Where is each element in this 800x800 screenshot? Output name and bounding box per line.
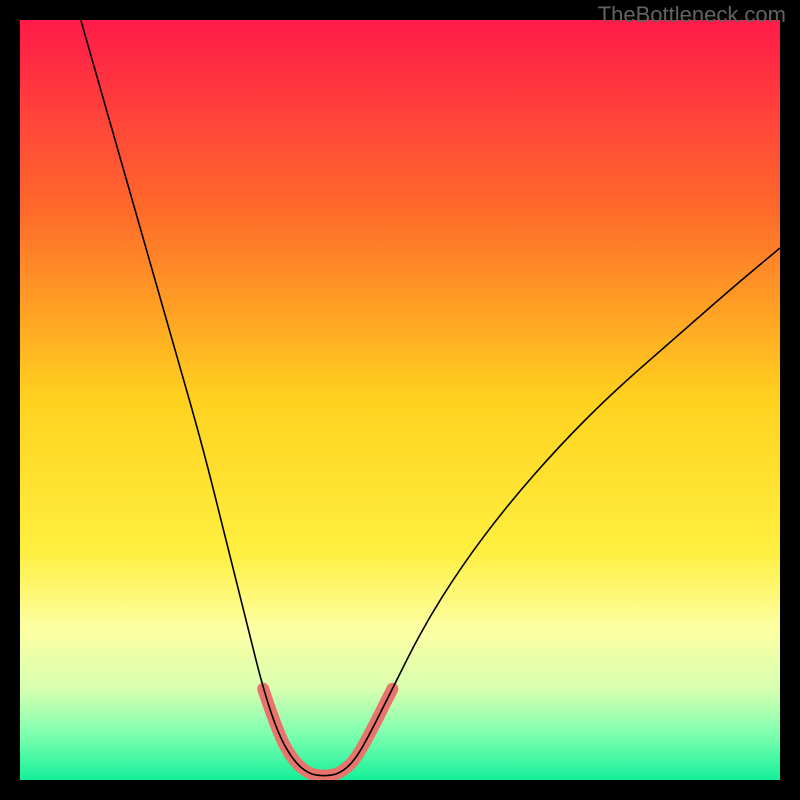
chart-svg	[20, 20, 780, 780]
chart-container: TheBottleneck.com	[0, 0, 800, 800]
gradient-background	[20, 20, 780, 780]
watermark-text: TheBottleneck.com	[598, 2, 786, 28]
plot-area	[20, 20, 780, 780]
